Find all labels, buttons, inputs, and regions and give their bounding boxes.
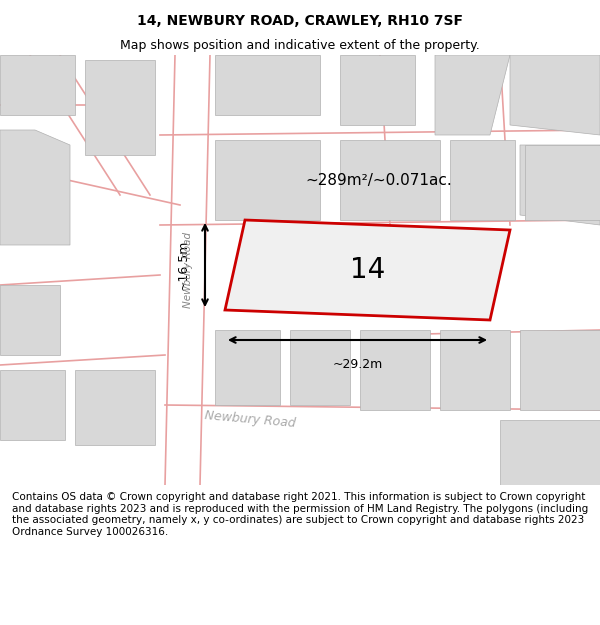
Polygon shape	[500, 420, 600, 485]
Text: 14: 14	[350, 256, 385, 284]
Polygon shape	[525, 145, 600, 220]
Polygon shape	[440, 330, 510, 410]
Text: Newbury Road: Newbury Road	[204, 409, 296, 431]
Polygon shape	[215, 55, 320, 115]
Text: ~16.5m: ~16.5m	[177, 240, 190, 290]
Polygon shape	[0, 285, 60, 355]
Polygon shape	[215, 330, 280, 405]
Polygon shape	[340, 55, 415, 125]
Polygon shape	[290, 330, 350, 405]
Polygon shape	[215, 140, 320, 220]
Polygon shape	[520, 145, 600, 225]
Polygon shape	[340, 140, 440, 220]
Polygon shape	[0, 130, 70, 245]
Polygon shape	[360, 330, 430, 410]
Text: Map shows position and indicative extent of the property.: Map shows position and indicative extent…	[120, 39, 480, 51]
Polygon shape	[225, 220, 510, 320]
Text: 14, NEWBURY ROAD, CRAWLEY, RH10 7SF: 14, NEWBURY ROAD, CRAWLEY, RH10 7SF	[137, 14, 463, 28]
Polygon shape	[450, 140, 515, 220]
Polygon shape	[510, 55, 600, 135]
Polygon shape	[75, 370, 155, 445]
Polygon shape	[435, 55, 510, 135]
Text: ~29.2m: ~29.2m	[332, 358, 383, 371]
Text: Newbury Road: Newbury Road	[183, 232, 193, 308]
Text: ~289m²/~0.071ac.: ~289m²/~0.071ac.	[305, 173, 452, 188]
Text: Contains OS data © Crown copyright and database right 2021. This information is : Contains OS data © Crown copyright and d…	[12, 492, 588, 537]
Polygon shape	[0, 370, 65, 440]
Polygon shape	[0, 55, 75, 115]
Polygon shape	[520, 330, 600, 410]
Polygon shape	[85, 60, 155, 155]
